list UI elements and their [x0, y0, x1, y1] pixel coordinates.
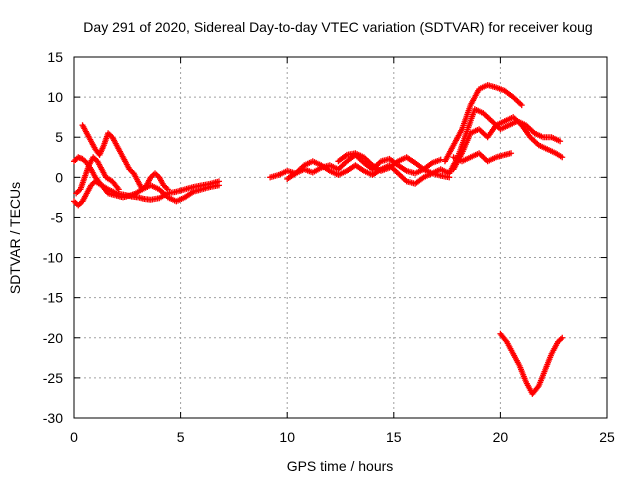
data-point — [559, 334, 566, 341]
x-tick-label: 15 — [386, 429, 402, 445]
y-tick-label: -25 — [43, 370, 63, 386]
y-tick-label: -15 — [43, 290, 63, 306]
data-point — [557, 138, 564, 145]
y-axis-label: SDTVAR / TECUs — [7, 182, 23, 294]
data-point — [164, 186, 171, 193]
data-point — [114, 185, 121, 192]
chart-title: Day 291 of 2020, Sidereal Day-to-day VTE… — [83, 19, 592, 35]
data-point — [508, 150, 515, 157]
data-point — [518, 102, 525, 109]
data-point — [115, 186, 122, 193]
data-point — [534, 384, 541, 391]
x-tick-label: 25 — [599, 429, 615, 445]
x-tick-label: 5 — [177, 429, 185, 445]
x-axis-label: GPS time / hours — [287, 458, 394, 474]
data-point — [502, 337, 509, 344]
data-point — [215, 182, 222, 189]
y-tick-label: 10 — [47, 89, 63, 105]
series-track-12 — [497, 330, 566, 397]
series-track-4 — [73, 154, 122, 197]
y-tick-label: -20 — [43, 330, 63, 346]
tick-labels: 0 5 10 15 20 25 15 10 5 0 -5 -10 -15 -20 -25 -30 — [43, 49, 615, 445]
series-track-3 — [79, 122, 171, 193]
y-tick-label: -10 — [43, 250, 63, 266]
y-tick-label: -30 — [43, 410, 63, 426]
grid — [74, 57, 607, 418]
y-tick-label: -5 — [51, 209, 64, 225]
x-tick-label: 0 — [70, 429, 78, 445]
series-track-7 — [335, 150, 453, 181]
series-track-8 — [441, 82, 525, 165]
series-layer — [71, 82, 566, 397]
data-point — [559, 154, 566, 161]
series-track-10 — [450, 114, 566, 173]
series-track-11 — [450, 150, 515, 165]
axis-ticks — [73, 56, 608, 419]
x-tick-label: 20 — [493, 429, 509, 445]
y-tick-label: 5 — [55, 129, 63, 145]
data-point — [437, 156, 444, 163]
y-tick-label: 15 — [47, 49, 63, 65]
y-tick-label: 0 — [55, 169, 63, 185]
plot-frame — [73, 56, 608, 419]
x-tick-label: 10 — [279, 429, 295, 445]
